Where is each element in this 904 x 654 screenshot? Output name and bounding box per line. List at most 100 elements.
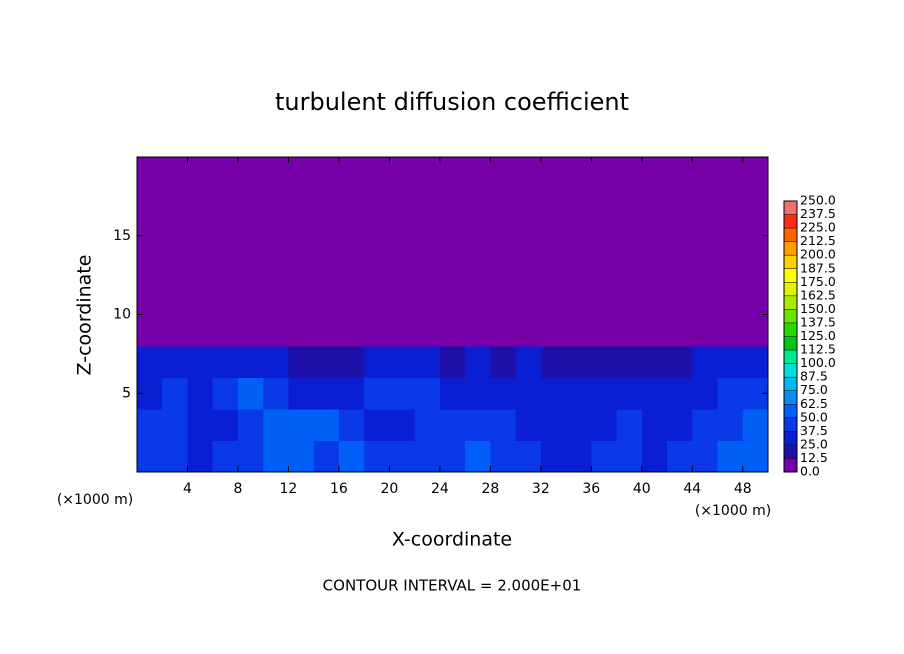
heatmap-cell (313, 377, 340, 410)
heatmap-cell (717, 157, 744, 189)
heatmap-cell (364, 283, 390, 315)
heatmap-cell (313, 220, 340, 252)
heatmap-cell (288, 314, 315, 347)
heatmap-cell (137, 409, 163, 441)
x-tick-label: 16 (330, 481, 348, 497)
heatmap-cell (338, 440, 365, 473)
colorbar-label: 87.5 (800, 369, 828, 384)
heatmap-cell (742, 409, 769, 441)
heatmap-cell (263, 440, 289, 473)
x-tick-label: 44 (683, 481, 701, 497)
colorbar-label: 137.5 (800, 314, 836, 329)
heatmap-cell (717, 220, 744, 252)
heatmap-cell (540, 283, 567, 315)
heatmap-cell (616, 283, 643, 315)
x-tick-label: 8 (233, 481, 242, 497)
heatmap-cell (616, 251, 643, 284)
heatmap-cell (212, 283, 239, 315)
heatmap-cell (591, 409, 618, 441)
heatmap-cell (212, 409, 239, 441)
heatmap-cell (566, 314, 592, 347)
heatmap-cell (364, 409, 390, 441)
heatmap-cell (667, 220, 693, 252)
x-tick-label: 20 (380, 481, 398, 497)
heatmap-cell (515, 220, 542, 252)
heatmap-cell (717, 409, 744, 441)
heatmap-cell (364, 220, 390, 252)
colorbar-label: 162.5 (800, 287, 836, 302)
heatmap-cell (389, 314, 416, 347)
heatmap-cell (338, 157, 365, 189)
heatmap-cell (313, 440, 340, 473)
heatmap-cell (364, 346, 390, 378)
y-axis-label: Z-coordinate (74, 255, 96, 376)
colorbar-label: 75.0 (800, 382, 828, 397)
heatmap-cell (162, 283, 188, 315)
heatmap-cell (414, 188, 441, 221)
heatmap-cell (237, 157, 264, 189)
heatmap-cell (641, 251, 668, 284)
heatmap-cell (338, 220, 365, 252)
heatmap-cell (616, 314, 643, 347)
heatmap-cell (137, 440, 163, 473)
heatmap-cell (465, 377, 491, 410)
heatmap-cell (667, 409, 693, 441)
heatmap-cell (465, 440, 491, 473)
heatmap-cell (667, 314, 693, 347)
heatmap-cell (263, 283, 289, 315)
heatmap-cell (616, 188, 643, 221)
heatmap-cell (338, 314, 365, 347)
x-tick-label: 48 (734, 481, 752, 497)
heatmap-cell (364, 314, 390, 347)
heatmap-cell (162, 377, 188, 410)
heatmap-cell (641, 346, 668, 378)
heatmap-cell (515, 440, 542, 473)
heatmap-cell (465, 251, 491, 284)
heatmap-cell (414, 220, 441, 252)
x-tick-label: 40 (633, 481, 651, 497)
heatmap-cell (717, 440, 744, 473)
heatmap-cell (591, 220, 618, 252)
heatmap-cell (490, 440, 517, 473)
colorbar-swatch (784, 241, 797, 256)
heatmap-cell (313, 157, 340, 189)
heatmap-cell (515, 346, 542, 378)
heatmap-cell (490, 409, 517, 441)
heatmap-cell (490, 188, 517, 221)
colorbar-label: 25.0 (800, 436, 828, 451)
heatmap-cell (237, 314, 264, 347)
heatmap-cell (515, 314, 542, 347)
colorbar-swatch (784, 458, 797, 472)
heatmap-cell (540, 188, 567, 221)
colorbar-swatch (784, 404, 797, 418)
heatmap-cell (288, 251, 315, 284)
heatmap-cell (566, 377, 592, 410)
heatmap-cell (187, 157, 214, 189)
heatmap-cell (591, 377, 618, 410)
heatmap-cell (667, 440, 693, 473)
colorbar-swatch (784, 390, 797, 405)
heatmap-cell (616, 377, 643, 410)
chart-title: turbulent diffusion coefficient (275, 88, 629, 116)
heatmap-cell (717, 377, 744, 410)
heatmap-cell (540, 377, 567, 410)
heatmap-cell (540, 220, 567, 252)
colorbar-swatch (784, 322, 797, 337)
heatmap-cell (313, 283, 340, 315)
heatmap-cell (288, 409, 315, 441)
heatmap-cell (389, 283, 416, 315)
heatmap-cell (162, 409, 188, 441)
heatmap-cell (566, 220, 592, 252)
heatmap-cell (667, 377, 693, 410)
colorbar-swatch (784, 350, 797, 364)
heatmap-cell (439, 220, 466, 252)
heatmap-cell (212, 157, 239, 189)
heatmap-cell (742, 314, 769, 347)
heatmap-cell (465, 283, 491, 315)
heatmap-cell (717, 251, 744, 284)
heatmap (137, 157, 769, 473)
heatmap-cell (490, 220, 517, 252)
heatmap-cell (288, 283, 315, 315)
heatmap-cell (717, 188, 744, 221)
